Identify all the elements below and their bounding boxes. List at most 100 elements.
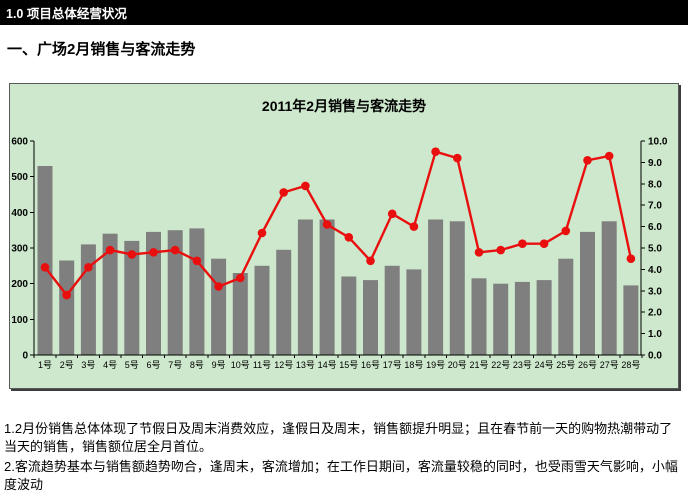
traffic-line-marker <box>279 188 289 197</box>
x-axis-label: 9号 <box>212 360 226 370</box>
traffic-line-marker <box>236 273 245 283</box>
sales-bar <box>232 273 248 355</box>
left-axis-tick-label: 100 <box>11 315 28 326</box>
left-axis-tick-label: 600 <box>11 137 28 148</box>
sales-bar <box>297 219 313 355</box>
x-axis-label: 10号 <box>231 360 250 370</box>
sales-bar <box>406 269 422 355</box>
x-axis-label: 13号 <box>296 360 315 370</box>
traffic-line-marker <box>257 228 267 238</box>
left-axis-tick-label: 0 <box>22 351 28 362</box>
sales-bar <box>341 276 357 355</box>
sales-bar <box>558 258 574 355</box>
sales-bar <box>428 219 444 355</box>
sales-bar <box>384 265 400 355</box>
x-axis-label: 14号 <box>318 360 337 370</box>
x-axis-label: 5号 <box>125 360 139 370</box>
chart-title: 2011年2月销售与客流走势 <box>261 98 427 114</box>
traffic-line-marker <box>583 156 592 165</box>
right-axis-tick-label: 5.0 <box>648 244 662 255</box>
x-axis-label: 23号 <box>513 360 532 370</box>
section-heading: 一、广场2月销售与客流走势 <box>7 41 196 58</box>
sales-bar <box>363 280 378 355</box>
right-axis-tick-label: 1.0 <box>648 329 662 340</box>
x-axis-label: 27号 <box>600 360 619 370</box>
note-paragraph-1: 1.2月份销售总体体现了节假日及周末消费效应，逢假日及周末，销售额提升明显；且在… <box>4 421 673 454</box>
sales-bar <box>623 285 639 355</box>
traffic-line-marker <box>431 147 440 156</box>
traffic-line-marker <box>149 248 158 257</box>
sales-bar <box>449 221 465 356</box>
x-axis-label: 22号 <box>491 360 510 370</box>
analysis-notes: 1.2月份销售总体体现了节假日及周末消费效应，逢假日及周末，销售额提升明显；且在… <box>4 420 685 496</box>
sales-bar <box>211 258 227 355</box>
traffic-line-marker <box>518 239 527 248</box>
sales-bar <box>80 244 96 355</box>
x-axis-label: 7号 <box>168 360 182 370</box>
sales-bar <box>536 280 552 355</box>
right-axis-tick-label: 4.0 <box>648 265 662 276</box>
left-axis-tick-label: 400 <box>11 208 28 219</box>
traffic-line-marker <box>322 220 332 229</box>
traffic-line-marker <box>62 290 71 300</box>
traffic-line-marker <box>453 153 462 163</box>
traffic-line-marker <box>84 263 93 272</box>
sales-bar <box>59 260 75 355</box>
right-axis-tick-label: 6.0 <box>648 222 662 233</box>
sales-bar <box>601 221 617 356</box>
left-axis-tick-label: 200 <box>11 279 28 290</box>
traffic-line <box>43 150 633 297</box>
traffic-line-marker <box>127 250 137 259</box>
traffic-line-marker <box>40 263 50 272</box>
chart-panel: 2011年2月销售与客流走势 0 100 200 300 400 500 600 0.0 1.0… <box>9 83 679 389</box>
sales-bar <box>580 231 595 355</box>
sales-bar <box>146 231 161 355</box>
traffic-line-marker <box>604 151 614 161</box>
x-axis-label: 6号 <box>146 360 160 370</box>
traffic-line-marker <box>214 282 223 291</box>
right-axis-tick-label: 0.0 <box>648 351 662 362</box>
traffic-line-marker <box>192 256 202 266</box>
traffic-line-marker <box>409 222 419 231</box>
right-axis-tick-label: 7.0 <box>648 201 662 212</box>
sales-bar <box>102 233 118 355</box>
note-paragraph-2: 2.客流趋势基本与销售额趋势吻合，逢周末，客流增加；在工作日期间，客流量较稳的同… <box>4 459 678 492</box>
left-axis-tick-label: 300 <box>11 244 28 255</box>
sales-bar <box>167 230 183 355</box>
x-axis-label: 1号 <box>38 360 52 370</box>
traffic-line-marker <box>366 256 375 266</box>
x-axis-label: 18号 <box>404 360 423 370</box>
sales-bar <box>319 219 335 355</box>
x-axis-label: 20号 <box>448 360 467 370</box>
x-axis-label: 16号 <box>361 360 380 370</box>
x-axis-label: 15号 <box>339 360 358 370</box>
sales-traffic-chart: 0 100 200 300 400 500 600 0.0 1.0 2.0 3.0 4.0 5.0 6.0… <box>11 137 668 371</box>
x-axis-label: 17号 <box>383 360 402 370</box>
report-header-bar: 1.0 项目总体经营状况 <box>0 0 688 25</box>
traffic-line-marker <box>344 233 354 242</box>
sales-bar <box>276 249 292 355</box>
right-axis-tick-label: 10.0 <box>648 137 668 148</box>
sales-bar <box>124 240 140 355</box>
right-axis-tick-label: 8.0 <box>648 179 662 190</box>
x-axis-label: 4号 <box>103 360 117 370</box>
x-axis-label: 3号 <box>81 360 95 370</box>
traffic-line-marker <box>626 254 636 263</box>
traffic-line-marker <box>387 209 397 219</box>
sales-bar <box>254 265 270 355</box>
sales-bar <box>514 281 530 355</box>
x-axis-label: 11号 <box>253 360 271 370</box>
x-axis-label: 2号 <box>60 360 74 370</box>
x-axis-label: 8号 <box>190 360 204 370</box>
traffic-line-marker <box>539 239 549 248</box>
x-axis-label: 19号 <box>426 360 445 370</box>
right-axis-tick-label: 9.0 <box>648 158 662 169</box>
x-axis-label: 24号 <box>535 360 554 370</box>
traffic-line-marker <box>496 245 506 255</box>
report-header-title: 1.0 项目总体经营状况 <box>6 7 127 21</box>
x-axis-label: 26号 <box>578 360 597 370</box>
traffic-line-marker <box>301 181 310 191</box>
traffic-line-marker <box>561 226 571 236</box>
left-axis-tick-label: 500 <box>11 172 28 183</box>
